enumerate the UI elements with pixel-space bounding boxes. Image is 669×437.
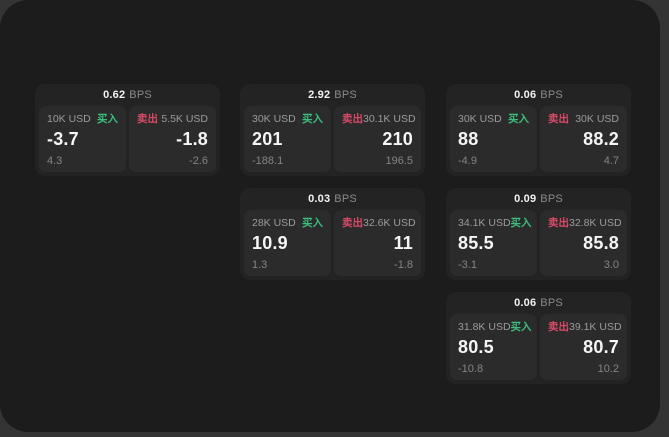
card-header: 2.92 BPS bbox=[244, 84, 421, 106]
bps-value: 0.06 bbox=[514, 297, 537, 309]
sell-price: 85.8 bbox=[583, 233, 619, 253]
bps-unit-label: BPS bbox=[540, 193, 563, 205]
quote-card: 0.06 BPS 30K USD 买入 88 -4.9 卖出 30K USD 8… bbox=[446, 84, 631, 176]
buy-size: 30K USD bbox=[252, 113, 296, 125]
buy-price: 201 bbox=[252, 129, 283, 149]
bps-value: 0.62 bbox=[103, 89, 126, 101]
buy-delta: 4.3 bbox=[47, 155, 63, 167]
sell-delta: -2.6 bbox=[189, 155, 208, 167]
buy-delta: -188.1 bbox=[252, 155, 284, 167]
card-header: 0.06 BPS bbox=[450, 292, 627, 314]
buy-price: 10.9 bbox=[252, 233, 288, 253]
quote-card: 0.09 BPS 34.1K USD 买入 85.5 -3.1 卖出 32.8K… bbox=[446, 188, 631, 280]
sell-side-label: 卖出 bbox=[548, 113, 569, 125]
buy-size: 34.1K USD bbox=[458, 217, 511, 229]
sell-tile[interactable]: 卖出 39.1K USD 80.7 10.2 bbox=[540, 314, 627, 380]
sell-side-label: 卖出 bbox=[137, 113, 158, 125]
buy-size: 10K USD bbox=[47, 113, 91, 125]
buy-side-label: 买入 bbox=[302, 113, 323, 125]
card-header: 0.09 BPS bbox=[450, 188, 627, 210]
sell-size: 5.5K USD bbox=[161, 113, 208, 125]
buy-delta: -4.9 bbox=[458, 155, 477, 167]
sell-price: 11 bbox=[393, 233, 413, 253]
card-header: 0.06 BPS bbox=[450, 84, 627, 106]
buy-side-label: 买入 bbox=[510, 217, 532, 229]
bps-value: 0.03 bbox=[308, 193, 331, 205]
sell-tile[interactable]: 卖出 32.6K USD 11 -1.8 bbox=[334, 210, 421, 276]
buy-side-label: 买入 bbox=[97, 113, 118, 125]
sell-size: 30.1K USD bbox=[363, 113, 416, 125]
sell-price: -1.8 bbox=[176, 129, 208, 149]
card-header: 0.03 BPS bbox=[244, 188, 421, 210]
quote-card: 2.92 BPS 30K USD 买入 201 -188.1 卖出 30.1K … bbox=[240, 84, 425, 176]
sell-side-label: 卖出 bbox=[548, 217, 569, 229]
sell-size: 32.8K USD bbox=[569, 217, 622, 229]
sell-price: 80.7 bbox=[583, 337, 619, 357]
sell-tile[interactable]: 卖出 30.1K USD 210 196.5 bbox=[334, 106, 421, 172]
buy-side-label: 买入 bbox=[508, 113, 529, 125]
buy-tile[interactable]: 30K USD 买入 201 -188.1 bbox=[244, 106, 331, 172]
sell-delta: 10.2 bbox=[597, 363, 619, 375]
buy-tile[interactable]: 28K USD 买入 10.9 1.3 bbox=[244, 210, 331, 276]
quote-card: 0.03 BPS 28K USD 买入 10.9 1.3 卖出 32.6K US… bbox=[240, 188, 425, 280]
sell-side-label: 卖出 bbox=[342, 113, 363, 125]
sell-price: 88.2 bbox=[583, 129, 619, 149]
sell-delta: -1.8 bbox=[394, 259, 413, 271]
buy-delta: 1.3 bbox=[252, 259, 268, 271]
buy-price: -3.7 bbox=[47, 129, 79, 149]
sell-side-label: 卖出 bbox=[548, 321, 569, 333]
bps-value: 2.92 bbox=[308, 89, 331, 101]
buy-side-label: 买入 bbox=[302, 217, 323, 229]
sell-tile[interactable]: 卖出 30K USD 88.2 4.7 bbox=[540, 106, 627, 172]
card-header: 0.62 BPS bbox=[39, 84, 216, 106]
buy-tile[interactable]: 10K USD 买入 -3.7 4.3 bbox=[39, 106, 126, 172]
buy-price: 80.5 bbox=[458, 337, 494, 357]
buy-size: 31.8K USD bbox=[458, 321, 511, 333]
sell-price: 210 bbox=[382, 129, 413, 149]
bps-value: 0.06 bbox=[514, 89, 537, 101]
buy-price: 88 bbox=[458, 129, 479, 149]
sell-size: 30K USD bbox=[575, 113, 619, 125]
sell-size: 39.1K USD bbox=[569, 321, 622, 333]
app-window: 0.62 BPS 10K USD 买入 -3.7 4.3 卖出 5.5K USD… bbox=[0, 0, 660, 432]
bps-unit-label: BPS bbox=[540, 297, 563, 309]
bps-value: 0.09 bbox=[514, 193, 537, 205]
sell-size: 32.6K USD bbox=[363, 217, 416, 229]
quote-card: 0.62 BPS 10K USD 买入 -3.7 4.3 卖出 5.5K USD… bbox=[35, 84, 220, 176]
buy-delta: -3.1 bbox=[458, 259, 477, 271]
sell-delta: 3.0 bbox=[603, 259, 619, 271]
sell-delta: 4.7 bbox=[603, 155, 619, 167]
bps-unit-label: BPS bbox=[334, 193, 357, 205]
bps-unit-label: BPS bbox=[129, 89, 152, 101]
sell-tile[interactable]: 卖出 32.8K USD 85.8 3.0 bbox=[540, 210, 627, 276]
buy-size: 28K USD bbox=[252, 217, 296, 229]
sell-delta: 196.5 bbox=[385, 155, 413, 167]
buy-tile[interactable]: 34.1K USD 买入 85.5 -3.1 bbox=[450, 210, 537, 276]
sell-side-label: 卖出 bbox=[342, 217, 363, 229]
bps-unit-label: BPS bbox=[334, 89, 357, 101]
buy-side-label: 买入 bbox=[510, 321, 532, 333]
buy-tile[interactable]: 31.8K USD 买入 80.5 -10.8 bbox=[450, 314, 537, 380]
bps-unit-label: BPS bbox=[540, 89, 563, 101]
buy-size: 30K USD bbox=[458, 113, 502, 125]
quote-card: 0.06 BPS 31.8K USD 买入 80.5 -10.8 卖出 39.1… bbox=[446, 292, 631, 384]
buy-price: 85.5 bbox=[458, 233, 494, 253]
buy-delta: -10.8 bbox=[458, 363, 484, 375]
buy-tile[interactable]: 30K USD 买入 88 -4.9 bbox=[450, 106, 537, 172]
sell-tile[interactable]: 卖出 5.5K USD -1.8 -2.6 bbox=[129, 106, 216, 172]
